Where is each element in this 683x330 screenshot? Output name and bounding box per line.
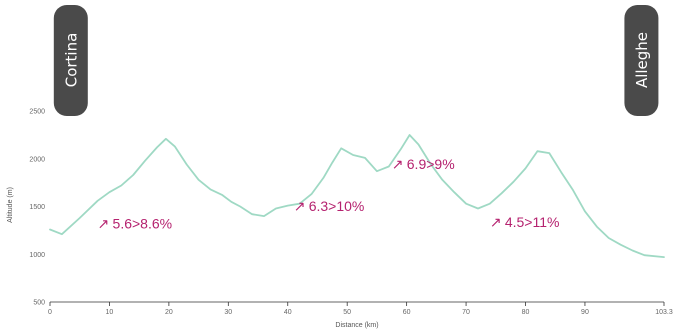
x-tick-label: 90 (581, 309, 589, 316)
x-tick-label: 60 (403, 309, 411, 316)
arrow-up-right-icon: ↗ (98, 216, 110, 232)
y-axis: 500 1000 1500 2000 2500 Altitude (m) (7, 109, 45, 307)
gradient-annotation: ↗ 4.5>11% (490, 214, 560, 230)
gradient-annotation: ↗ 5.6>8.6% (98, 216, 173, 232)
town-name: Alleghe (633, 32, 651, 88)
badge-background (53, 5, 88, 116)
arrow-up-right-icon: ↗ (294, 198, 306, 214)
gradient-annotation: ↗ 6.3>10% (294, 198, 365, 214)
gradient-annotation: ↗ 6.9>9% (392, 156, 455, 172)
y-axis-title: Altitude (m) (7, 187, 14, 223)
gradient-label: 5.6>8.6% (113, 216, 173, 232)
x-tick-label: 30 (224, 309, 232, 316)
gradient-annotations: ↗ 5.6>8.6%↗ 6.3>10%↗ 6.9>9%↗ 4.5>11% (98, 156, 560, 232)
gradient-label: 6.3>10% (309, 198, 365, 214)
y-tick-label: 1500 (29, 204, 45, 211)
arrow-up-right-icon: ↗ (490, 214, 502, 230)
gradient-label: 4.5>11% (505, 214, 560, 230)
x-tick-label: 20 (165, 309, 173, 316)
elevation-series (49, 134, 665, 259)
badge-background (624, 5, 659, 116)
x-tick-label: 0 (48, 309, 52, 316)
town-name: Cortina (62, 33, 80, 88)
y-tick-label: 2000 (29, 156, 45, 163)
x-tick-label: 70 (462, 309, 470, 316)
x-tick-label: 80 (522, 309, 530, 316)
x-tick-label: 40 (284, 309, 292, 316)
gradient-label: 6.9>9% (407, 156, 455, 172)
x-tick-label: 103.3 (655, 309, 673, 316)
x-axis: 0 10 20 30 40 50 60 70 80 90 103.3 Distance (km) (48, 301, 673, 329)
elevation-line (49, 134, 665, 259)
y-tick-label: 1000 (29, 252, 45, 259)
town-badges: Cortina Alleghe (53, 5, 659, 116)
x-axis-title: Distance (km) (335, 322, 378, 329)
x-tick-label: 50 (343, 309, 351, 316)
y-tick-label: 2500 (29, 109, 45, 116)
x-tick-label: 10 (106, 309, 114, 316)
y-tick-label: 500 (33, 300, 45, 307)
arrow-up-right-icon: ↗ (392, 156, 404, 172)
town-badge: Cortina (53, 5, 88, 116)
town-badge: Alleghe (624, 5, 659, 116)
